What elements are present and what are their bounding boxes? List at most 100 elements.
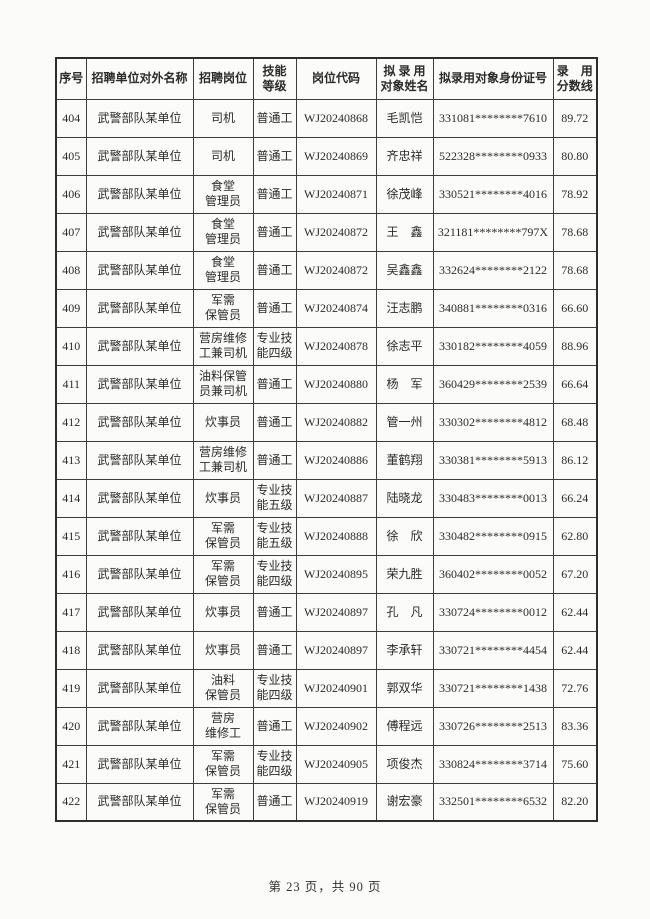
cell-unit: 武警部队某单位: [85, 782, 194, 822]
cell-skill: 普通工: [252, 706, 297, 746]
cell-index: 408: [55, 250, 87, 290]
cell-skill: 专业技 能四级: [252, 326, 297, 366]
cell-id: 330482********0915: [432, 516, 554, 556]
cell-code: WJ20240868: [295, 98, 377, 138]
cell-index: 405: [55, 136, 87, 176]
cell-name: 郭双华: [375, 668, 434, 708]
cell-position: 军需 保管员: [192, 554, 254, 594]
cell-code: WJ20240897: [295, 592, 377, 632]
cell-id: 522328********0933: [432, 136, 554, 176]
cell-index: 407: [55, 212, 87, 252]
recruitment-results-table: 序号 招聘单位对外名称 招聘岗位 技能 等级 岗位代码拟 录 用 对象姓名 拟录用对象身份…: [55, 57, 598, 822]
cell-position: 食堂 管理员: [192, 174, 254, 214]
table-row: 419 武警部队某单位 油料 保管员 专业技 能四级 WJ20240901 郭双华 3307…: [55, 668, 598, 708]
table-header-row: 序号 招聘单位对外名称 招聘岗位 技能 等级 岗位代码拟 录 用 对象姓名 拟录用对象身份…: [55, 57, 598, 100]
cell-id: 330721********4454: [432, 630, 554, 670]
cell-score: 88.96: [552, 326, 598, 366]
cell-name: 李承轩: [375, 630, 434, 670]
cell-name: 吴鑫鑫: [375, 250, 434, 290]
table-header: 序号 招聘单位对外名称 招聘岗位 技能 等级 岗位代码拟 录 用 对象姓名 拟录用对象身份…: [55, 57, 598, 100]
cell-score: 83.36: [552, 706, 598, 746]
cell-unit: 武警部队某单位: [85, 364, 194, 404]
cell-skill: 专业技 能四级: [252, 668, 297, 708]
cell-score: 68.48: [552, 402, 598, 442]
cell-unit: 武警部队某单位: [85, 706, 194, 746]
cell-position: 军需 保管员: [192, 288, 254, 328]
table-row: 414 武警部队某单位 炊事员 专业技 能五级 WJ20240887 陆晓龙 330483*…: [55, 478, 598, 518]
cell-code: WJ20240897: [295, 630, 377, 670]
cell-code: WJ20240901: [295, 668, 377, 708]
cell-name: 陆晓龙: [375, 478, 434, 518]
cell-index: 406: [55, 174, 87, 214]
cell-index: 416: [55, 554, 87, 594]
cell-score: 72.76: [552, 668, 598, 708]
cell-id: 330521********4016: [432, 174, 554, 214]
cell-unit: 武警部队某单位: [85, 440, 194, 480]
cell-name: 项俊杰: [375, 744, 434, 784]
cell-name: 齐忠祥: [375, 136, 434, 176]
table-row: 410 武警部队某单位 营房维修 工兼司机 专业技 能四级 WJ20240878 徐志平 3…: [55, 326, 598, 366]
table-row: 411 武警部队某单位 油料保管 员兼司机 普通工 WJ20240880 杨 军 36042…: [55, 364, 598, 404]
cell-id: 321181********797X: [432, 212, 554, 252]
cell-name: 董鹤翔: [375, 440, 434, 480]
cell-unit: 武警部队某单位: [85, 136, 194, 176]
cell-name: 汪志鹏: [375, 288, 434, 328]
cell-code: WJ20240878: [295, 326, 377, 366]
cell-skill: 普通工: [252, 592, 297, 632]
cell-name: 荣九胜: [375, 554, 434, 594]
table-row: 418 武警部队某单位 炊事员 普通工 WJ20240897 李承轩 330721*****…: [55, 630, 598, 670]
cell-name: 毛凯恺: [375, 98, 434, 138]
cell-id: 330721********1438: [432, 668, 554, 708]
column-header-name: 拟 录 用 对象姓名: [375, 57, 434, 100]
cell-unit: 武警部队某单位: [85, 668, 194, 708]
cell-position: 炊事员: [192, 630, 254, 670]
cell-score: 66.24: [552, 478, 598, 518]
cell-id: 330724********0012: [432, 592, 554, 632]
cell-position: 司机: [192, 98, 254, 138]
cell-index: 422: [55, 782, 87, 822]
cell-unit: 武警部队某单位: [85, 402, 194, 442]
cell-score: 62.80: [552, 516, 598, 556]
cell-skill: 普通工: [252, 98, 297, 138]
cell-position: 炊事员: [192, 592, 254, 632]
cell-id: 330483********0013: [432, 478, 554, 518]
cell-position: 军需 保管员: [192, 782, 254, 822]
cell-name: 王 鑫: [375, 212, 434, 252]
cell-code: WJ20240882: [295, 402, 377, 442]
cell-code: WJ20240895: [295, 554, 377, 594]
table-row: 406 武警部队某单位 食堂 管理员 普通工 WJ20240871 徐茂峰 330521**…: [55, 174, 598, 214]
cell-unit: 武警部队某单位: [85, 592, 194, 632]
cell-unit: 武警部队某单位: [85, 478, 194, 518]
cell-position: 食堂 管理员: [192, 250, 254, 290]
cell-unit: 武警部队某单位: [85, 212, 194, 252]
cell-id: 330726********2513: [432, 706, 554, 746]
cell-index: 411: [55, 364, 87, 404]
cell-index: 414: [55, 478, 87, 518]
cell-skill: 普通工: [252, 782, 297, 822]
cell-id: 332624********2122: [432, 250, 554, 290]
cell-position: 炊事员: [192, 402, 254, 442]
cell-skill: 普通工: [252, 402, 297, 442]
cell-position: 营房 维修工: [192, 706, 254, 746]
cell-score: 86.12: [552, 440, 598, 480]
cell-skill: 普通工: [252, 174, 297, 214]
cell-id: 330182********4059: [432, 326, 554, 366]
table-row: 416 武警部队某单位 军需 保管员 专业技 能四级 WJ20240895 荣九胜 3604…: [55, 554, 598, 594]
table-row: 420 武警部队某单位 营房 维修工 普通工 WJ20240902 傅程远 330726**…: [55, 706, 598, 746]
cell-skill: 普通工: [252, 250, 297, 290]
cell-name: 孔 凡: [375, 592, 434, 632]
cell-score: 66.64: [552, 364, 598, 404]
cell-name: 傅程远: [375, 706, 434, 746]
cell-code: WJ20240887: [295, 478, 377, 518]
cell-skill: 普通工: [252, 630, 297, 670]
cell-position: 食堂 管理员: [192, 212, 254, 252]
column-header-index: 序号: [55, 57, 87, 100]
cell-id: 330302********4812: [432, 402, 554, 442]
cell-score: 82.20: [552, 782, 598, 822]
cell-code: WJ20240888: [295, 516, 377, 556]
cell-code: WJ20240919: [295, 782, 377, 822]
cell-code: WJ20240886: [295, 440, 377, 480]
cell-id: 332501********6532: [432, 782, 554, 822]
cell-skill: 专业技 能四级: [252, 554, 297, 594]
column-header-skill: 技能 等级: [252, 57, 297, 100]
